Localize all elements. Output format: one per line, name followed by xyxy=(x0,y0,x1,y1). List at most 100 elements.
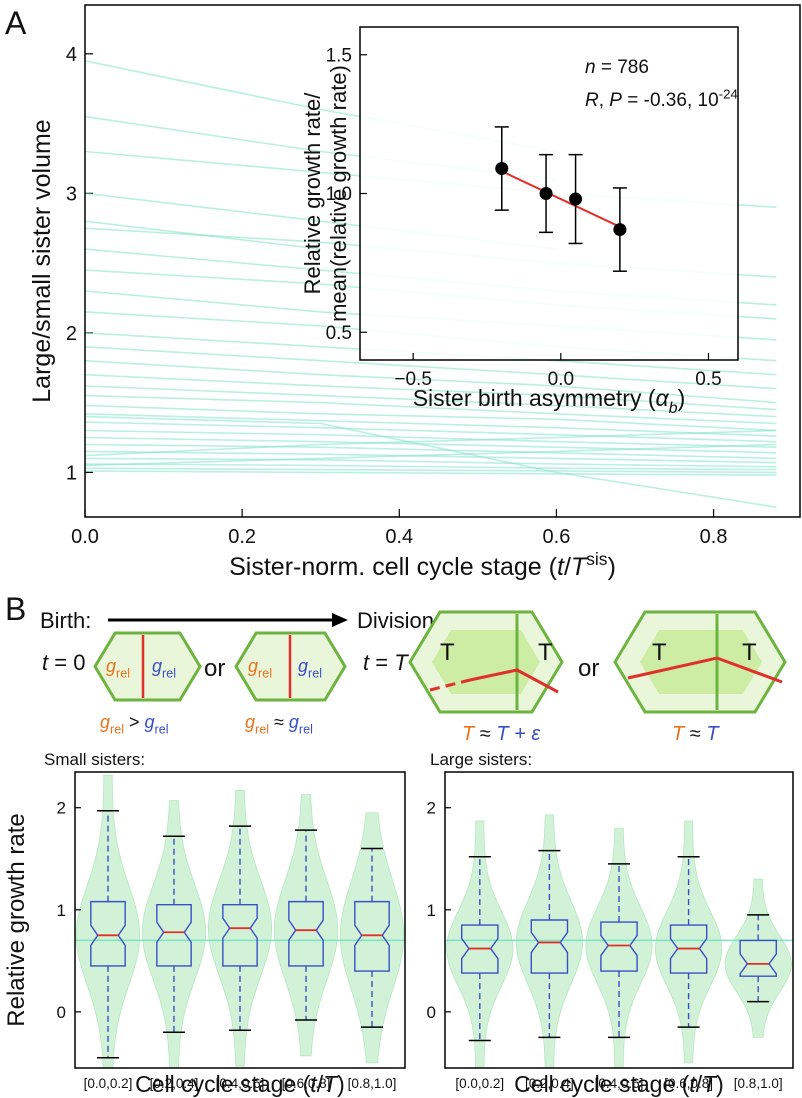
plot-frame xyxy=(444,771,794,1069)
text-part: t xyxy=(363,650,370,675)
box xyxy=(739,939,777,977)
y-tick-label: 1.0 xyxy=(326,184,352,205)
series-line xyxy=(84,429,777,448)
text-part: , xyxy=(599,90,610,111)
text-part: / xyxy=(317,1071,324,1097)
violin xyxy=(585,827,653,1069)
y-tick-label: 3 xyxy=(66,183,77,205)
y-tick-label: 0.5 xyxy=(326,323,352,344)
box xyxy=(354,900,390,972)
series-line xyxy=(84,463,777,471)
box xyxy=(90,900,126,967)
panel-title: Small sisters: xyxy=(44,750,145,769)
text-part: g xyxy=(289,712,299,732)
text-part: P xyxy=(609,90,622,111)
text-part: = 0 xyxy=(48,650,85,675)
y-tick-label: 1 xyxy=(57,901,66,920)
violin xyxy=(654,820,723,1064)
text-part: > xyxy=(124,712,145,732)
y-axis-label: Large/small sister volume xyxy=(28,119,56,402)
annotation: R, P = -0.36, 10-24 xyxy=(585,86,738,111)
x-axis-label: Sister birth asymmetry (αb) xyxy=(413,385,686,417)
cell-label: grel xyxy=(298,656,322,680)
series-line xyxy=(84,470,777,476)
text-part: R xyxy=(585,90,599,111)
x-axis-label: Sister-norm. cell cycle stage (t/Tsis) xyxy=(229,549,616,581)
text-part: rel xyxy=(110,722,124,736)
box xyxy=(530,919,569,974)
diagram-label: t = 0 xyxy=(42,650,85,675)
x-tick-label: 0.0 xyxy=(71,526,99,548)
series-line xyxy=(84,415,777,508)
box xyxy=(288,900,324,967)
box xyxy=(222,903,258,967)
text-part: ) xyxy=(716,1071,724,1097)
division-line xyxy=(469,668,559,694)
cell-interior xyxy=(432,630,540,694)
x-axis-label: Cell cycle stage (t/T) xyxy=(514,1071,724,1097)
diagram-label: or xyxy=(578,655,599,682)
text-part: Sister birth asymmetry ( xyxy=(413,385,656,411)
fit-line xyxy=(501,170,621,228)
data-point xyxy=(569,192,583,206)
text-part: rel xyxy=(162,666,176,680)
series-line xyxy=(84,450,777,464)
y-tick-label: 2 xyxy=(57,799,66,818)
x-tick-label: [0.0,0.2] xyxy=(84,1076,133,1091)
text-part: T xyxy=(706,723,720,745)
data-point xyxy=(495,162,509,176)
cell-outline xyxy=(93,631,202,702)
series-line xyxy=(84,394,777,425)
cell-label: grel xyxy=(106,656,130,680)
y-tick-label: 1.5 xyxy=(326,45,352,66)
text-part: rel xyxy=(155,722,169,736)
x-tick-label: [0.8,1.0] xyxy=(734,1076,783,1091)
x-tick-label: −0.5 xyxy=(394,369,432,390)
x-tick-label: 0.8 xyxy=(700,526,728,548)
box xyxy=(461,924,499,974)
y-tick-label: 1 xyxy=(66,462,77,484)
x-tick-label: [0.6,0.8] xyxy=(282,1076,331,1091)
series-line xyxy=(84,346,777,390)
panel-title: Large sisters: xyxy=(430,750,532,769)
violin xyxy=(339,812,405,1064)
y-tick-label: 2 xyxy=(427,799,436,818)
comparison: grel > grel xyxy=(100,712,169,736)
text-part: T xyxy=(323,1071,339,1097)
panel-label: A xyxy=(5,5,27,41)
text-part: T xyxy=(702,1071,718,1097)
series-line xyxy=(84,443,777,460)
text-part: g xyxy=(106,656,116,676)
series-line xyxy=(84,413,777,437)
cell-label: T xyxy=(652,639,667,666)
text-part: ) xyxy=(678,385,686,411)
text-part: / xyxy=(696,1071,703,1097)
text-part: g xyxy=(152,656,162,676)
text-part: sis xyxy=(586,549,608,569)
annotation: n = 786 xyxy=(585,57,649,78)
text-part: T xyxy=(462,723,476,745)
text-part: = -0.36, 10 xyxy=(622,90,719,111)
text-part: Sister-norm. cell cycle stage ( xyxy=(229,553,558,581)
diagram-label: or xyxy=(204,655,225,682)
x-tick-label: [0.0,0.2] xyxy=(455,1076,504,1091)
text-part: b xyxy=(669,399,678,417)
diagram-label: Birth: xyxy=(40,608,91,633)
y-tick-label: 0 xyxy=(57,1003,66,1022)
comparison: grel ≈ grel xyxy=(245,712,313,736)
plot-frame xyxy=(359,26,739,361)
text-part: g xyxy=(298,656,308,676)
y-tick-label: 1 xyxy=(427,901,436,920)
text-part: α xyxy=(656,385,670,411)
y-tick-label: 0 xyxy=(427,1003,436,1022)
text-part: g xyxy=(248,656,258,676)
x-tick-label: 0.6 xyxy=(543,526,571,548)
text-part: T xyxy=(394,650,409,675)
series-line xyxy=(84,429,777,457)
text-part: rel xyxy=(299,722,313,736)
violin xyxy=(273,794,339,1057)
x-tick-label: [0.2,0.4] xyxy=(525,1076,574,1091)
text-part: T xyxy=(571,553,588,581)
text-part: Cell cycle stage ( xyxy=(135,1071,310,1097)
